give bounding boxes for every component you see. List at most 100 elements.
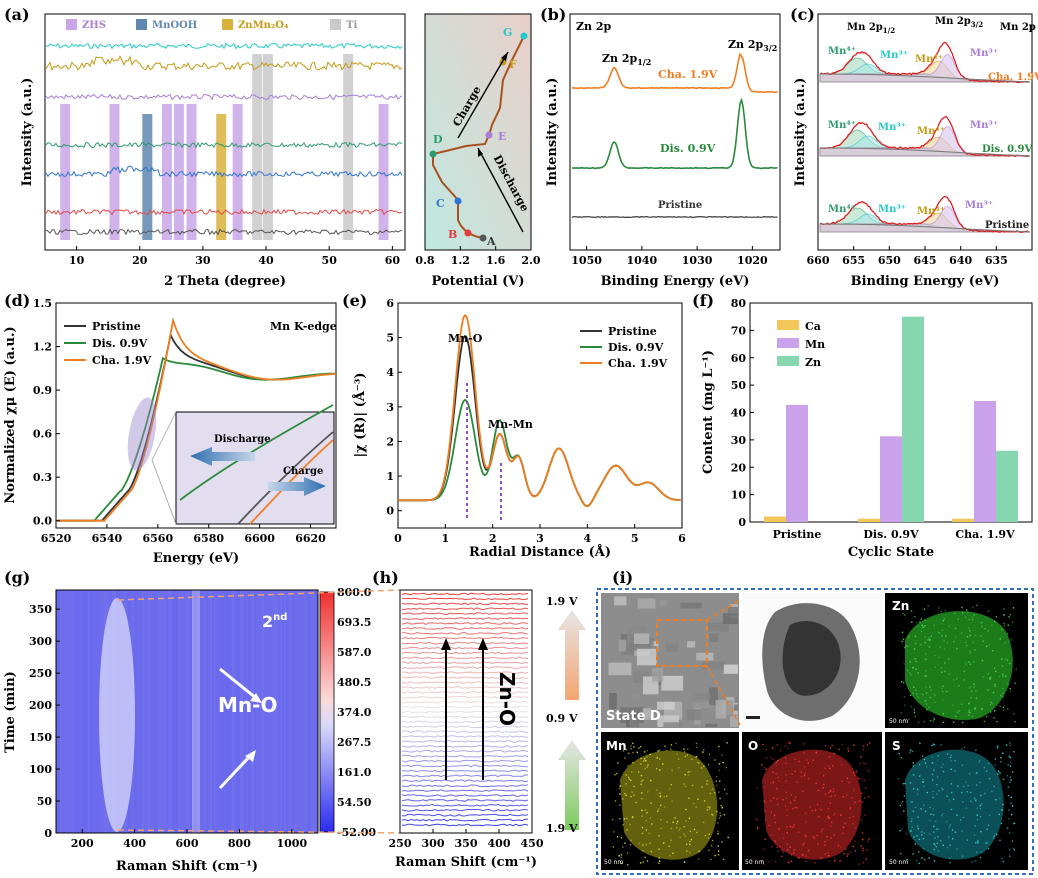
eds-speck (953, 640, 955, 643)
heatmap-stripe (158, 590, 160, 833)
eds-speck (805, 835, 807, 838)
voltage-label-mid: 0.9 V (546, 712, 578, 725)
eds-speck (690, 838, 693, 841)
colorbar-labels: 800.0693.5587.0480.5374.0267.5161.054.50… (337, 586, 376, 839)
eds-speck (981, 708, 983, 711)
x-tick-label: 3 (536, 532, 544, 545)
x-tick-label: 2.0 (521, 254, 540, 267)
legend-label: Dis. 0.9V (608, 341, 664, 354)
eds-speck (772, 771, 774, 773)
eds-speck (924, 859, 926, 861)
heatmap-stripe (178, 590, 180, 833)
eds-speck (968, 702, 970, 704)
series-label-b-dis: Dis. 0.9V (660, 142, 716, 155)
eds-speck (796, 781, 798, 783)
panel-label-e: (e) (342, 291, 367, 310)
eds-speck (618, 855, 620, 857)
eds-speck (649, 842, 651, 845)
eds-speck (966, 791, 968, 793)
eds-speck (832, 765, 834, 767)
panel-i: (i) State D Zn 50 nm (596, 568, 1034, 875)
y-tick-label: 200 (29, 699, 52, 712)
sem-grain (636, 648, 657, 666)
eds-speck (917, 828, 919, 830)
eds-speck (1013, 848, 1015, 850)
eds-speck (942, 788, 944, 791)
eds-speck (635, 801, 637, 804)
eds-speck (935, 846, 937, 848)
eds-speck (996, 720, 998, 723)
eds-speck (917, 672, 919, 674)
eds-speck (986, 828, 988, 831)
eds-speck (904, 614, 906, 616)
heatmap-stripe (228, 590, 230, 833)
eds-speck (683, 748, 685, 750)
x-tick-label: 1020 (737, 254, 768, 267)
eds-speck (866, 744, 869, 746)
eds-speck (1010, 802, 1012, 804)
eds-speck (1013, 751, 1015, 753)
eds-speck (625, 749, 628, 751)
raman-spectrum (401, 666, 529, 670)
eds-speck (949, 862, 951, 864)
x-tick-label: 6600 (244, 532, 275, 545)
eds-speck (817, 843, 819, 845)
heatmap-stripe (146, 590, 148, 833)
eds-speck (933, 860, 936, 862)
x-axis-label-b: Binding Energy (eV) (601, 274, 750, 289)
heatmap-stripe (266, 590, 268, 833)
raman-spectrum (401, 597, 529, 601)
eds-speck (862, 745, 865, 747)
eds-speck (623, 818, 626, 820)
eds-speck (727, 836, 729, 839)
peak-label-c-2: Mn 2p3/2 (935, 16, 983, 29)
eds-speck (929, 807, 931, 809)
eds-speck (986, 645, 988, 648)
eds-speck (802, 844, 804, 846)
eds-speck (706, 783, 708, 785)
eds-speck (994, 683, 996, 686)
bar-ca (952, 518, 974, 522)
y-tick-label: 4 (386, 366, 394, 379)
raman-spectrum (401, 710, 529, 714)
eds-speck (971, 619, 974, 621)
eds-speck (917, 788, 919, 791)
eds-speck (793, 852, 795, 854)
heatmap-stripe (204, 590, 206, 833)
eds-speck (841, 743, 843, 746)
eds-speck (797, 856, 799, 859)
eds-speck (624, 793, 626, 795)
sem-grain (661, 675, 684, 691)
series-label-b-cha: Cha. 1.9V (658, 68, 718, 81)
state-point-a (479, 234, 487, 242)
legend-label: Mn (805, 338, 825, 351)
eds-speck (929, 719, 932, 722)
raman-spectrum (401, 602, 528, 606)
eds-speck (952, 704, 954, 706)
y-tick-label: 1.5 (33, 297, 52, 310)
heatmap-stripe (150, 590, 152, 833)
x-tick-label: 645 (914, 254, 937, 267)
eds-speck (1003, 625, 1006, 627)
eds-speck (1001, 809, 1003, 812)
eds-speck (1006, 744, 1008, 746)
eds-speck (670, 744, 673, 746)
eds-speck (841, 780, 843, 782)
heatmap-stripe (278, 590, 280, 833)
panel-i-border (596, 588, 1034, 875)
eds-speck (719, 815, 722, 817)
heatmap-stripe (306, 590, 308, 833)
heatmap-stripe (168, 590, 170, 833)
eds-speck (928, 857, 930, 859)
y-tick-label: 150 (29, 731, 52, 744)
eds-speck (909, 661, 911, 663)
raman-spectrum (401, 700, 529, 704)
eds-speck (655, 767, 658, 770)
eds-speck (932, 808, 935, 810)
eds-speck (842, 826, 845, 829)
eds-speck (861, 801, 863, 803)
eds-speck (974, 825, 976, 827)
eds-speck (969, 711, 971, 714)
eds-speck (702, 751, 704, 753)
